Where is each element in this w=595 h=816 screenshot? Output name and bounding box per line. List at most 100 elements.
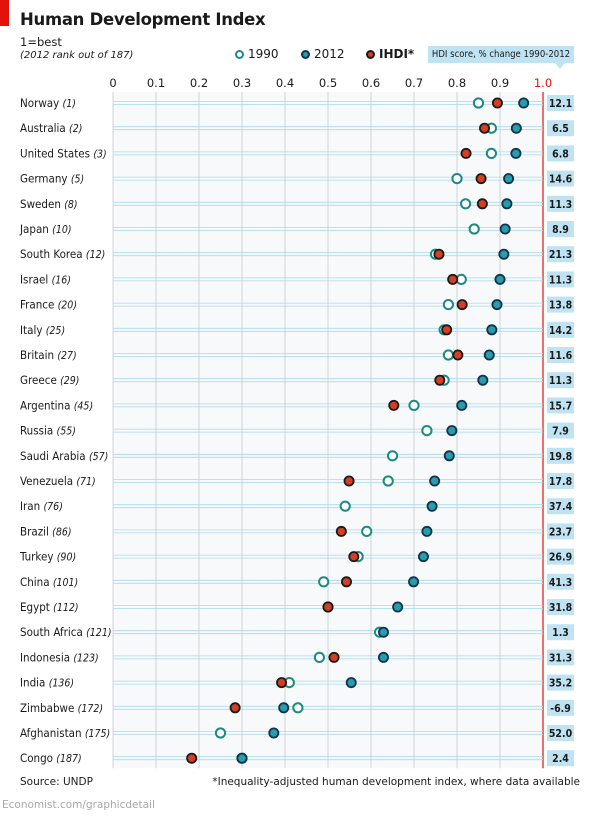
pct-change-value: 11.3 bbox=[549, 274, 572, 286]
marker-ihdi bbox=[476, 198, 488, 210]
pct-change-cell bbox=[547, 397, 574, 414]
pct-change-value: 13.8 bbox=[549, 300, 572, 312]
pct-change-cell bbox=[547, 699, 574, 716]
marker-1990 bbox=[451, 173, 463, 185]
x-tick-label: 0.6 bbox=[362, 76, 380, 90]
pct-change-cell bbox=[547, 573, 574, 590]
hdi-chart: 0 0.1 0.2 0.3 0.4 0.5 0.6 0.7 0.8 0.9 1.0 Norway (1… bbox=[19, 76, 574, 769]
country-label: Saudi Arabia (57) bbox=[20, 449, 108, 463]
marker-1990 bbox=[408, 399, 420, 411]
country-label: Afghanistan (175) bbox=[20, 726, 110, 740]
marker-2012 bbox=[268, 727, 280, 739]
pct-change-cell bbox=[547, 548, 574, 565]
pct-change-value: 41.3 bbox=[549, 577, 572, 589]
marker-2012 bbox=[494, 273, 506, 285]
marker-1990 bbox=[361, 525, 373, 537]
marker-1990 bbox=[313, 651, 325, 664]
marker-ihdi bbox=[348, 551, 360, 563]
pct-change-cell bbox=[547, 296, 574, 313]
pct-change-cell bbox=[547, 674, 574, 691]
marker-ihdi bbox=[388, 399, 400, 411]
country-label: Israel (16) bbox=[20, 272, 71, 286]
country-label: India (136) bbox=[20, 676, 74, 690]
country-label: Norway (1) bbox=[20, 96, 76, 110]
country-label: South Korea (12) bbox=[20, 247, 105, 261]
marker-ihdi bbox=[328, 651, 340, 663]
pct-change-cell bbox=[547, 195, 574, 212]
marker-2012 bbox=[499, 223, 511, 235]
legend-1990-label: 1990 bbox=[248, 47, 279, 61]
marker-ihdi bbox=[460, 147, 472, 159]
marker-2012 bbox=[510, 122, 522, 134]
marker-ihdi bbox=[456, 299, 468, 311]
marker-ihdi bbox=[475, 173, 487, 185]
pct-change-value: 37.4 bbox=[549, 501, 573, 513]
x-tick-label: 0 bbox=[109, 76, 116, 90]
brand-tag bbox=[0, 0, 9, 26]
pct-change-value: 11.3 bbox=[549, 375, 572, 387]
country-label: Britain (27) bbox=[20, 348, 77, 362]
marker-2012 bbox=[377, 626, 389, 638]
footnote: *Inequality-adjusted human development i… bbox=[212, 776, 580, 788]
marker-2012 bbox=[501, 198, 513, 210]
x-tick-label: 0.4 bbox=[276, 76, 294, 90]
country-label: Brazil (86) bbox=[20, 524, 72, 538]
pct-change-cell bbox=[547, 447, 574, 464]
country-label: Iran (76) bbox=[20, 499, 63, 513]
country-label: Venezuela (71) bbox=[20, 474, 96, 488]
pct-change-cell bbox=[547, 498, 574, 515]
pct-change-cell bbox=[547, 725, 574, 741]
country-label: South Africa (121) bbox=[20, 625, 112, 639]
pct-header-pointer bbox=[555, 63, 565, 69]
marker-2012 bbox=[426, 500, 438, 512]
marker-1990 bbox=[460, 198, 472, 210]
country-label: Russia (55) bbox=[20, 424, 76, 438]
marker-1990 bbox=[472, 97, 485, 109]
country-label: China (101) bbox=[20, 575, 78, 589]
x-tick-label: 0.8 bbox=[448, 76, 466, 90]
legend-2012-label: 2012 bbox=[314, 47, 345, 61]
pct-change-cell bbox=[547, 372, 574, 389]
country-label: Egypt (112) bbox=[20, 600, 79, 614]
chart-subtitle: 1=best bbox=[20, 35, 62, 49]
country-label: Sweden (8) bbox=[20, 197, 78, 211]
marker-2012 bbox=[510, 147, 522, 159]
legend-2012-marker bbox=[301, 49, 310, 59]
pct-change-cell bbox=[547, 649, 574, 666]
pct-change-cell bbox=[547, 95, 574, 111]
pct-change-value: 35.2 bbox=[549, 678, 572, 690]
pct-change-value: 17.8 bbox=[549, 476, 572, 488]
pct-change-value: 12.1 bbox=[549, 98, 572, 110]
marker-2012 bbox=[483, 349, 495, 361]
marker-ihdi bbox=[441, 324, 453, 336]
pct-change-cell bbox=[547, 321, 574, 338]
marker-ihdi bbox=[452, 349, 464, 361]
marker-2012 bbox=[477, 374, 489, 386]
marker-2012 bbox=[417, 551, 429, 563]
pct-change-cell bbox=[547, 347, 574, 363]
marker-1990 bbox=[339, 500, 351, 512]
country-label: Australia (2) bbox=[20, 121, 82, 135]
pct-change-value: 21.3 bbox=[549, 249, 572, 261]
legend-ihdi: IHDI* bbox=[366, 47, 414, 61]
x-tick-label: 1.0 bbox=[534, 76, 552, 90]
pct-change-value: 7.9 bbox=[552, 426, 569, 438]
marker-2012 bbox=[392, 601, 404, 613]
marker-2012 bbox=[456, 399, 468, 411]
country-label: Japan (10) bbox=[19, 222, 72, 236]
marker-1990 bbox=[442, 349, 454, 361]
pct-change-cell bbox=[547, 624, 574, 641]
pct-change-value: 31.3 bbox=[549, 652, 572, 664]
pct-change-value: 14.6 bbox=[549, 174, 573, 186]
marker-ihdi bbox=[479, 122, 491, 134]
marker-2012 bbox=[498, 248, 510, 260]
pct-change-value: 8.9 bbox=[552, 224, 569, 236]
source-note: Source: UNDP bbox=[20, 776, 93, 788]
legend-ihdi-label: IHDI* bbox=[379, 47, 415, 61]
x-tick-label: 0.1 bbox=[147, 76, 165, 90]
marker-ihdi bbox=[186, 752, 198, 764]
pct-change-value: 19.8 bbox=[549, 451, 572, 463]
pct-change-value: 26.9 bbox=[549, 552, 572, 564]
marker-ihdi bbox=[229, 702, 241, 714]
x-tick-label: 0.9 bbox=[491, 76, 509, 90]
